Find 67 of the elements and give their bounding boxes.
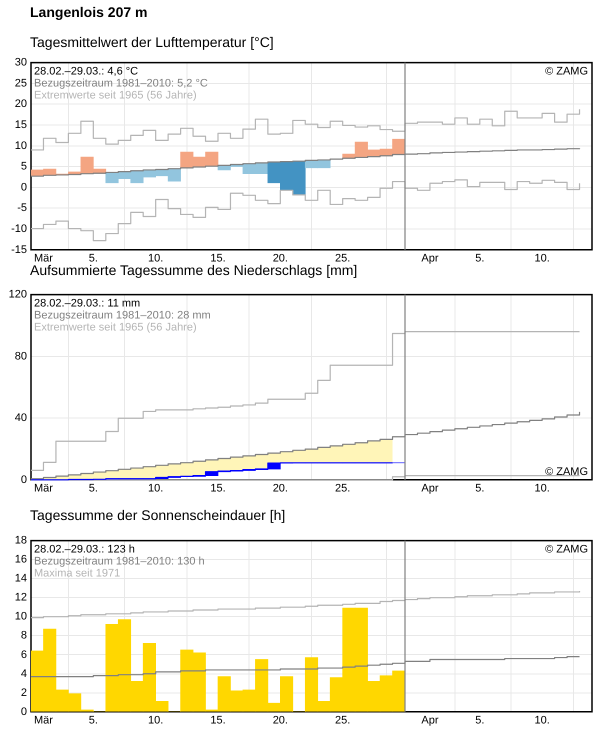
y-tick-label: -10 <box>11 223 27 236</box>
annotation: 28.02.–29.03.: 4,6 °C <box>34 66 138 78</box>
annotation: © ZAMG <box>545 466 588 478</box>
annotation: Bezugszeitraum 1981–2010: 130 h <box>34 556 205 568</box>
x-tick-label: Mär <box>34 482 54 494</box>
y-tick-label: 30 <box>14 56 27 69</box>
y-tick-label: 8 <box>20 630 27 642</box>
y-tick-label: 18 <box>14 534 27 547</box>
annotation: © ZAMG <box>545 66 588 78</box>
annotation: Extremwerte seit 1965 (56 Jahre) <box>34 90 197 102</box>
y-tick-label: 80 <box>14 350 27 362</box>
x-tick-label: 20. <box>272 714 288 726</box>
x-tick-label: Apr <box>421 714 439 726</box>
y-tick-label: 25 <box>14 77 27 90</box>
x-tick-label: Apr <box>421 252 439 264</box>
x-tick-label: 20. <box>272 482 288 494</box>
x-tick-label: Mär <box>34 714 54 726</box>
y-tick-label: -5 <box>17 202 27 214</box>
y-tick-label: 40 <box>14 412 27 424</box>
x-tick-label: 15. <box>210 252 226 264</box>
y-tick-label: 2 <box>20 686 27 699</box>
y-tick-label: 0 <box>20 181 27 194</box>
y-tick-label: 14 <box>14 572 27 585</box>
x-tick-label: 5. <box>88 714 98 726</box>
x-tick-label: 10. <box>534 252 550 264</box>
x-tick-label: Apr <box>421 482 439 494</box>
x-tick-label: 5. <box>475 714 484 726</box>
y-tick-label: 16 <box>14 554 27 566</box>
y-tick-label: 12 <box>14 592 27 604</box>
x-tick-label: 10. <box>534 482 550 494</box>
annotation: © ZAMG <box>545 544 588 556</box>
x-tick-label: 5. <box>475 252 484 264</box>
chart-title: Aufsummierte Tagessumme des Niederschlags [mm] <box>30 262 358 278</box>
x-tick-label: 20. <box>272 252 288 264</box>
x-tick-label: 15. <box>210 482 226 494</box>
y-tick-label: 10 <box>14 610 27 623</box>
x-tick-label: 25. <box>335 714 350 726</box>
x-tick-label: 5. <box>475 482 484 494</box>
x-tick-label: 15. <box>210 714 226 726</box>
annotation: Bezugszeitraum 1981–2010: 28 mm <box>34 310 211 322</box>
y-tick-label: 6 <box>20 648 27 661</box>
annotation: Extremwerte seit 1965 (56 Jahre) <box>34 322 197 334</box>
annotation: 28.02.–29.03.: 11 mm <box>34 298 140 310</box>
y-tick-label: 120 <box>8 288 27 301</box>
chart-subtitle: Tagesmittelwert der Lufttemperatur [°C] <box>30 34 274 50</box>
y-tick-label: 5 <box>20 160 27 173</box>
x-tick-label: 10. <box>148 252 164 264</box>
y-tick-label: 20 <box>14 98 27 110</box>
chart-title: Langenlois 207 m <box>30 4 148 20</box>
x-tick-label: 10. <box>534 714 550 726</box>
annotation: Maxima seit 1971 <box>34 568 120 580</box>
y-tick-label: 0 <box>20 706 27 718</box>
y-tick-label: -15 <box>11 244 27 256</box>
x-tick-label: 10. <box>148 714 164 726</box>
x-tick-label: 10. <box>148 482 164 494</box>
y-tick-label: 0 <box>20 474 27 486</box>
x-tick-label: 5. <box>88 482 98 494</box>
y-tick-label: 4 <box>20 668 27 680</box>
x-tick-label: 25. <box>335 252 350 264</box>
x-tick-label: 25. <box>335 482 350 494</box>
annotation: 28.02.–29.03.: 123 h <box>34 544 135 556</box>
annotation: Bezugszeitraum 1981–2010: 5,2 °C <box>34 78 208 90</box>
x-tick-label: 5. <box>88 252 98 264</box>
y-tick-label: 10 <box>14 140 27 152</box>
chart-title: Tagessumme der Sonnenscheindauer [h] <box>30 507 286 523</box>
x-tick-label: Mär <box>34 252 54 264</box>
y-tick-label: 15 <box>14 119 27 132</box>
